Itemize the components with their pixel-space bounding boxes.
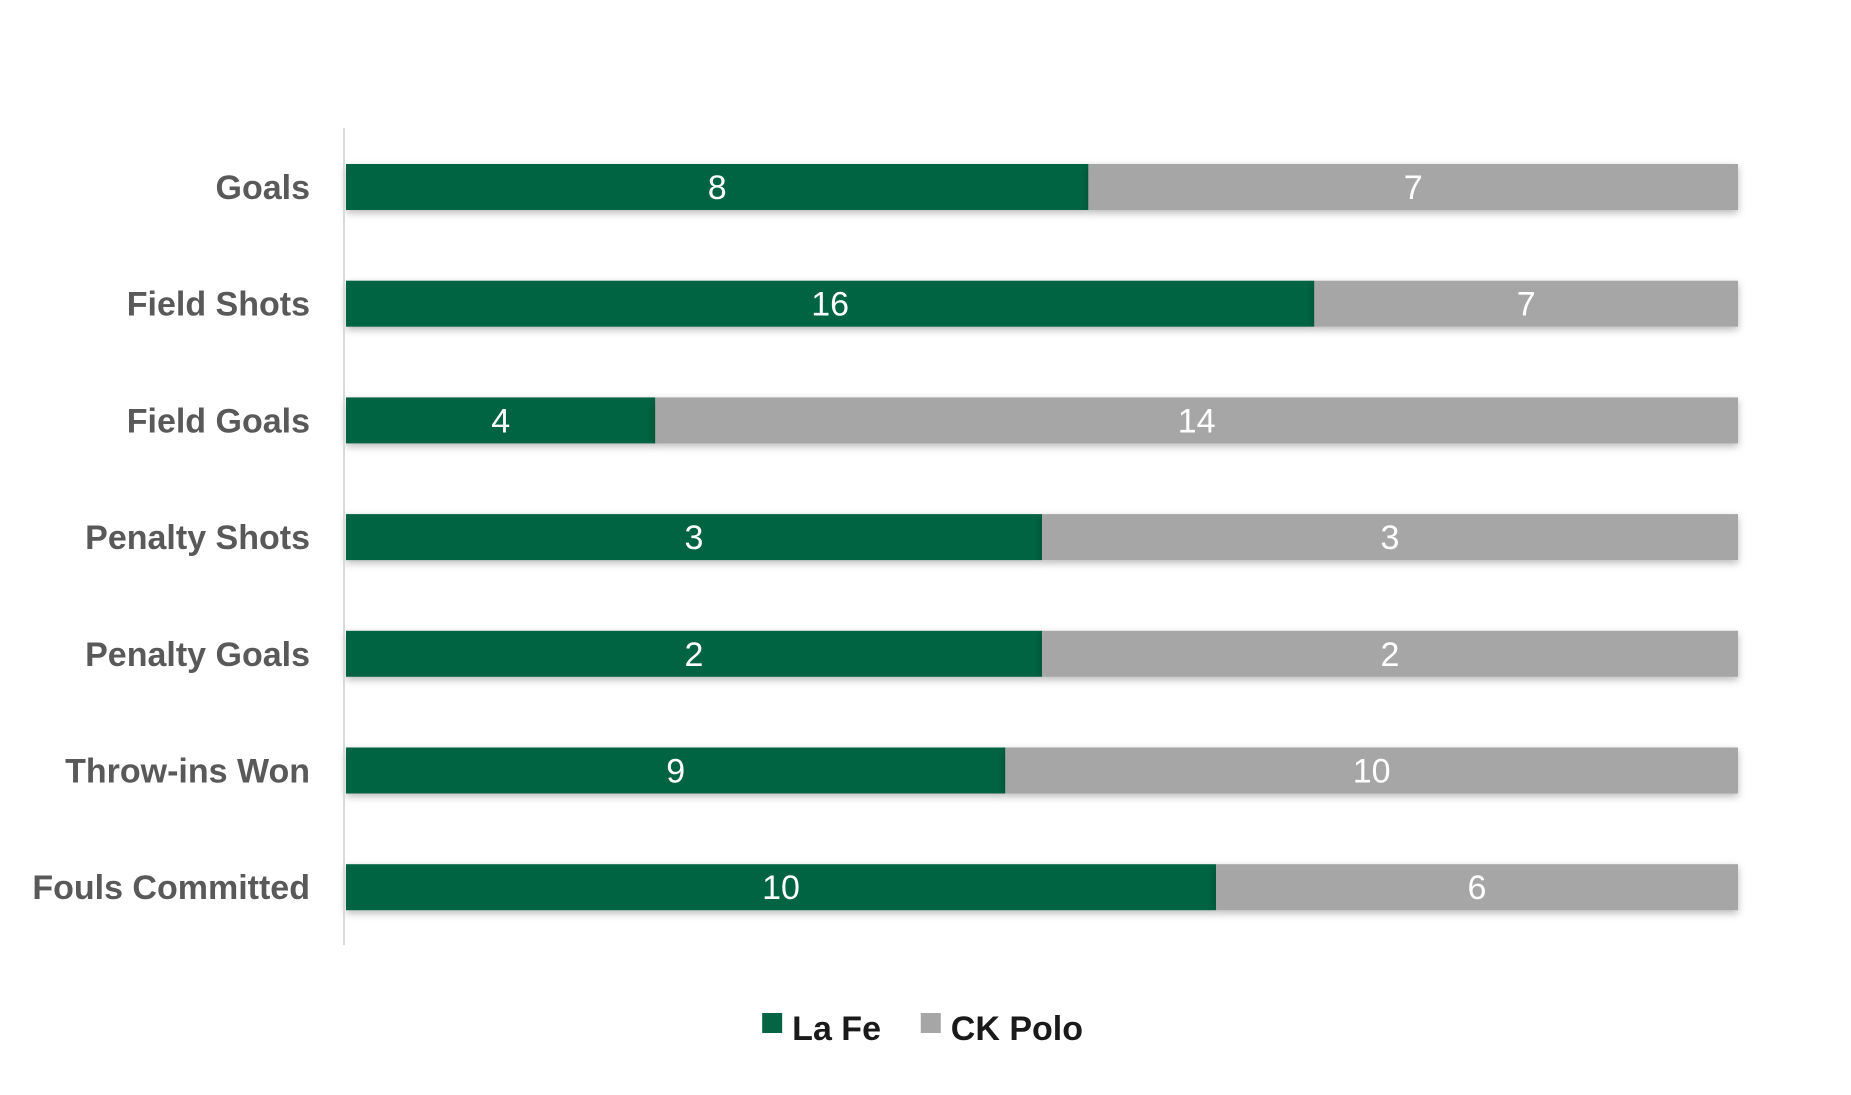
bar-row bbox=[346, 514, 1738, 561]
data-label: 2 bbox=[685, 636, 704, 674]
data-label: 8 bbox=[708, 169, 727, 207]
category-label: Goals bbox=[216, 169, 310, 207]
legend-item: La Fe bbox=[762, 1010, 881, 1048]
bar-row bbox=[346, 630, 1738, 677]
bar-segment bbox=[346, 630, 1042, 677]
labels-layer: 8 7 Goals 16 7 Field Shots 4 14 Field Goals 3 3 Pen… bbox=[32, 169, 1535, 907]
bar-row bbox=[346, 164, 1738, 210]
category-label: Penalty Shots bbox=[85, 519, 310, 557]
bars-layer bbox=[346, 164, 1738, 911]
data-label: 2 bbox=[1381, 636, 1400, 674]
bar-segment bbox=[655, 397, 1738, 444]
bar-row bbox=[346, 864, 1738, 911]
data-label: 6 bbox=[1468, 869, 1487, 907]
legend-swatch bbox=[762, 1013, 783, 1033]
category-label: Field Shots bbox=[127, 286, 310, 324]
legend-item: CK Polo bbox=[920, 1010, 1083, 1048]
data-label: 10 bbox=[762, 869, 800, 907]
legend-label: La Fe bbox=[792, 1010, 881, 1048]
data-label: 14 bbox=[1178, 402, 1216, 440]
legend-label: CK Polo bbox=[951, 1010, 1083, 1048]
bar-segment bbox=[346, 280, 1315, 327]
category-label: Fouls Committed bbox=[32, 869, 310, 907]
data-label: 9 bbox=[666, 753, 685, 791]
data-label: 7 bbox=[1404, 169, 1423, 207]
data-label: 3 bbox=[685, 519, 704, 557]
data-label: 10 bbox=[1353, 753, 1391, 791]
data-label: 3 bbox=[1381, 519, 1400, 557]
category-label: Throw-ins Won bbox=[65, 753, 310, 791]
bar-segment bbox=[1314, 280, 1738, 327]
bar-segment bbox=[1216, 864, 1738, 911]
bar-segment bbox=[346, 164, 1089, 210]
bar-segment bbox=[1042, 514, 1738, 561]
category-label: Field Goals bbox=[127, 402, 310, 440]
bar-row bbox=[346, 747, 1738, 794]
legend: La Fe CK Polo bbox=[762, 1010, 1083, 1048]
data-label: 16 bbox=[811, 286, 849, 324]
bar-segment bbox=[346, 514, 1042, 561]
bar-segment bbox=[346, 747, 1006, 794]
bar-segment bbox=[1088, 164, 1738, 210]
bar-row bbox=[346, 280, 1738, 327]
bar-segment bbox=[1042, 630, 1738, 677]
data-label: 4 bbox=[491, 402, 510, 440]
bar-segment bbox=[1005, 747, 1738, 794]
bar-row bbox=[346, 397, 1738, 444]
category-label: Penalty Goals bbox=[85, 636, 310, 674]
bar-segment bbox=[346, 864, 1216, 911]
legend-swatch bbox=[920, 1013, 941, 1033]
bar-segment bbox=[346, 397, 656, 444]
data-label: 7 bbox=[1517, 286, 1536, 324]
